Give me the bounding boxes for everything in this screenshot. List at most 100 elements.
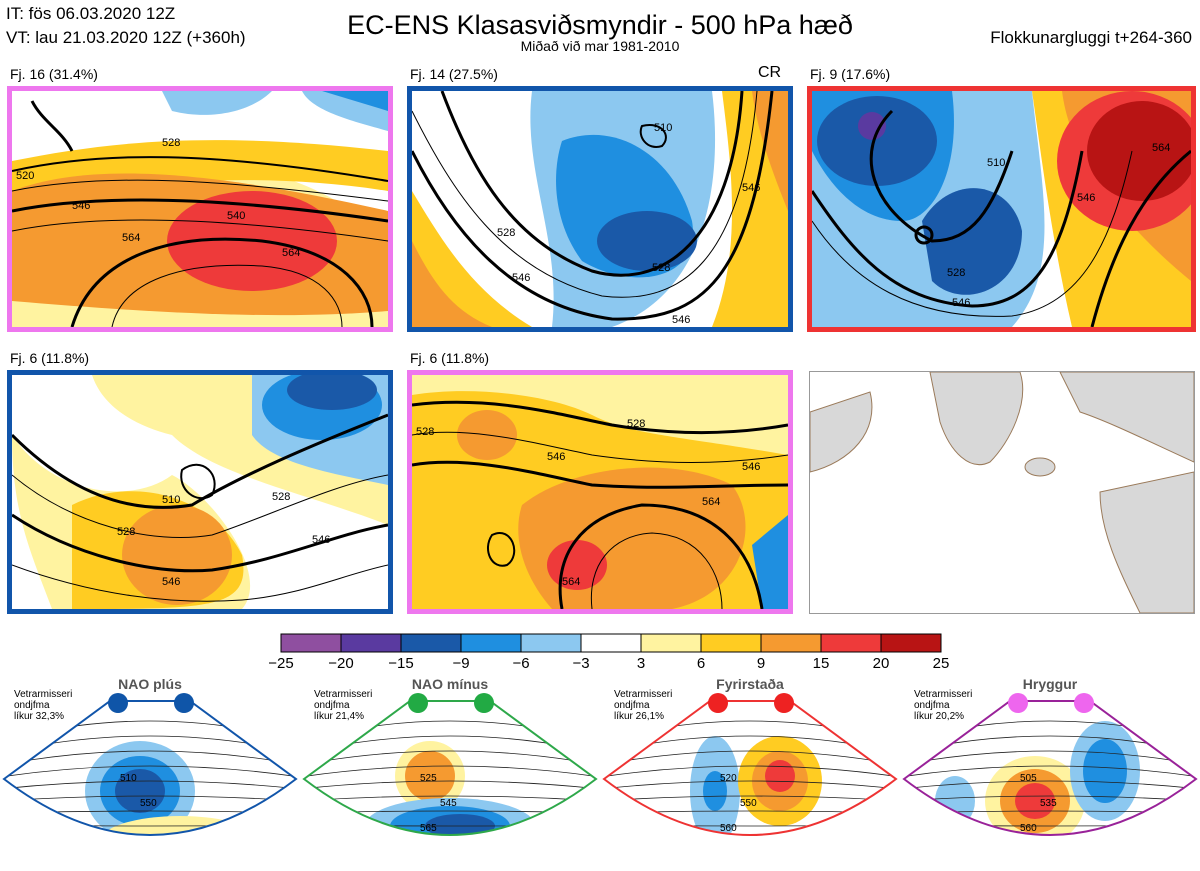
contour-label: 535 (1040, 798, 1057, 809)
colorbar-cell (700, 633, 762, 653)
regime-note: Vetrarmisseri ondjfma líkur 21,4% (314, 689, 373, 722)
colorbar-cell (340, 633, 402, 653)
colorbar-tick-label: 9 (756, 655, 766, 672)
anomaly-area (115, 769, 165, 813)
cluster-panel-4: 510 528 528 546 546 (7, 370, 393, 614)
contour-label: 564 (562, 576, 580, 588)
northern-landmass (1059, 372, 1194, 463)
colorbar-cell (460, 633, 522, 653)
colorbar-cell (640, 633, 702, 653)
regime-diagram: 505 535 560 (900, 700, 1200, 841)
contour-label: 550 (740, 798, 757, 809)
page-subtitle: Miðað við mar 1981-2010 (520, 38, 680, 54)
contour-label: 540 (227, 210, 245, 222)
contour-label: 520 (16, 170, 34, 182)
anomaly-area (1015, 783, 1055, 819)
height-contour (904, 795, 1196, 802)
regime-diagram: 525 545 565 (300, 700, 600, 841)
anomaly-area (1083, 739, 1127, 803)
contour-label: 564 (702, 496, 720, 508)
contour-label: 528 (497, 227, 515, 239)
colorbar-cell (760, 633, 822, 653)
contour-label: 564 (282, 247, 300, 259)
panel-5-label: Fj. 6 (11.8%) (410, 350, 490, 366)
height-contour (904, 780, 1196, 790)
colorbar-cell (880, 633, 942, 653)
contour-label: 546 (72, 200, 90, 212)
europe-landmass (1099, 471, 1194, 613)
regime-diagram: 510 550 (2, 700, 298, 836)
anomaly-area (765, 760, 795, 792)
regime-name: NAO mínus (411, 676, 489, 692)
page-title: EC-ENS Klasasviðsmyndir - 500 hPa hæð (347, 10, 853, 40)
cluster-panel-5: 528 546 546 564 564 528 (407, 370, 793, 614)
regime-outline (2, 700, 298, 836)
valid-time: VT: lau 21.03.2020 12Z (+360h) (6, 28, 246, 47)
colorbar-cell (280, 633, 342, 653)
cluster-panel-1: 520 528 546 540 564 564 (7, 86, 393, 332)
cluster-panel-2: 510 528 546 528 546 546 (407, 86, 793, 332)
contour-label: 550 (140, 798, 157, 809)
height-contour (304, 795, 596, 802)
regime-marker-dot (474, 693, 494, 713)
height-contour (904, 765, 1196, 778)
contour-label: 564 (122, 232, 140, 244)
western-landmass (810, 391, 873, 473)
contour-label: 520 (720, 773, 737, 784)
colorbar-tick-label: 25 (932, 655, 950, 672)
base-map-panel (809, 371, 1195, 614)
contour-label: 546 (547, 451, 565, 463)
height-contour (304, 780, 596, 790)
regime-name: Hryggur (1022, 676, 1078, 692)
greenland-landmass (929, 372, 1024, 466)
contour-label: 546 (512, 272, 530, 284)
height-contour (900, 837, 1200, 841)
colorbar-tick-label: −20 (328, 655, 354, 672)
contour-label: 546 (672, 314, 690, 326)
regime-name: NAO plús (118, 676, 182, 692)
regime-outline (302, 700, 598, 836)
height-contour (604, 765, 896, 778)
regime-note: Vetrarmisseri ondjfma líkur 32,3% (14, 689, 73, 722)
contour-label: 525 (420, 773, 437, 784)
iceland-landmass (1024, 457, 1056, 477)
height-contour (604, 795, 896, 802)
panel-2-tag: CR (758, 64, 782, 81)
height-contour (4, 780, 296, 790)
colorbar-tick-label: 20 (872, 655, 890, 672)
contour-label: 528 (627, 418, 645, 430)
colorbar (280, 633, 942, 653)
cluster-panel-3: 510 528 546 564 546 (807, 86, 1196, 332)
contour-label: 565 (420, 823, 437, 834)
regime-diagram: 520 550 560 (600, 700, 900, 841)
contour-label: 546 (742, 182, 760, 194)
contour-label: 546 (952, 297, 970, 309)
regime-marker-dot (1074, 693, 1094, 713)
contour-label: 528 (162, 137, 180, 149)
regime-marker-dot (408, 693, 428, 713)
colorbar-tick-label: −6 (512, 655, 530, 672)
contour-label: 560 (1020, 823, 1037, 834)
colorbar-tick-label: −9 (452, 655, 470, 672)
contour-label: 560 (720, 823, 737, 834)
panel-1-label: Fj. 16 (31.4%) (10, 66, 98, 82)
regime-outline (902, 700, 1198, 836)
colorbar-cell (400, 633, 462, 653)
height-contour (600, 837, 900, 841)
contour-label: 545 (440, 798, 457, 809)
height-contour (300, 837, 600, 841)
colorbar-tick-label: 3 (636, 655, 646, 672)
regime-name: Fyrirstaða (716, 676, 784, 692)
contour-label: 505 (1020, 773, 1037, 784)
colorbar-tick-label: −15 (388, 655, 414, 672)
anomaly-area (100, 816, 260, 835)
regime-marker-dot (774, 693, 794, 713)
contour-label: 546 (312, 534, 330, 546)
contour-label: 528 (652, 262, 670, 274)
height-contour (4, 795, 296, 802)
contour-label: 510 (654, 122, 672, 134)
contour-label: 510 (987, 157, 1005, 169)
regime-note: Vetrarmisseri ondjfma líkur 20,2% (914, 689, 973, 722)
regime-outline (602, 700, 898, 836)
contour-label: 510 (162, 494, 180, 506)
